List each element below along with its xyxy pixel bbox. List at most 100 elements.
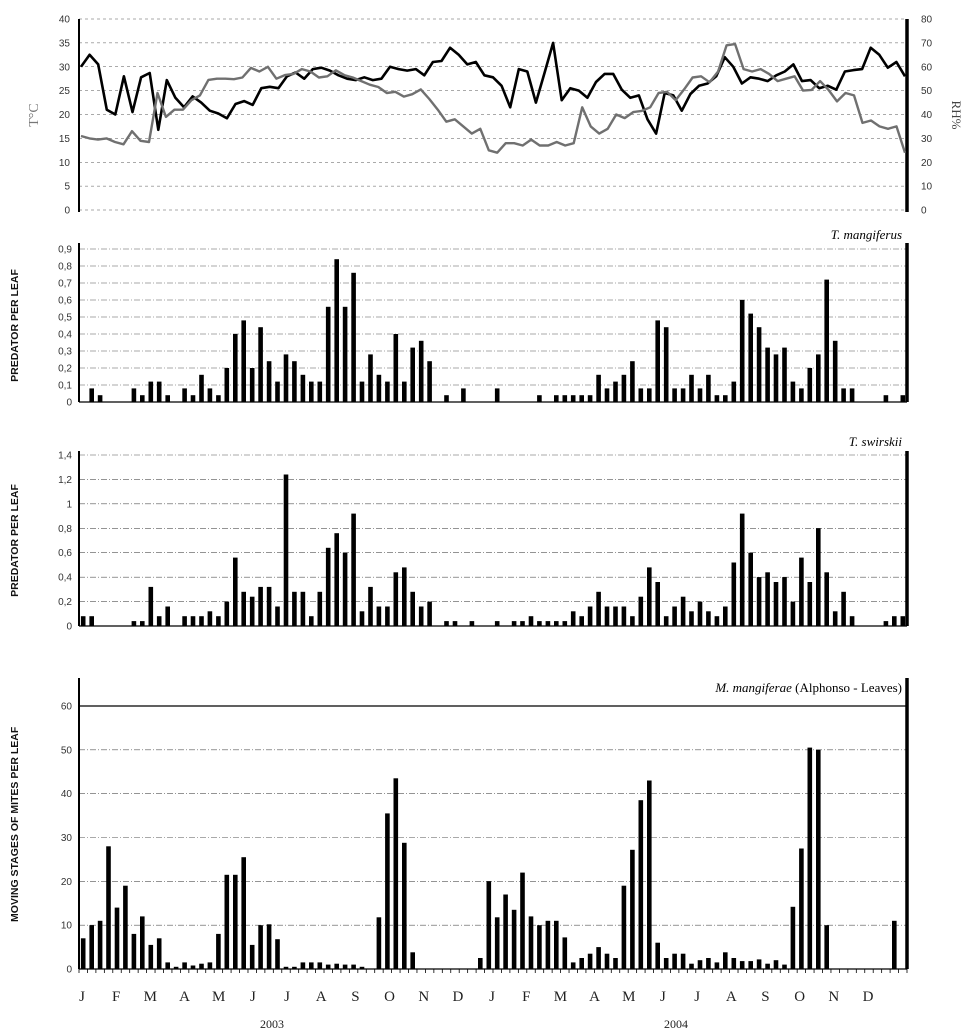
y-tick-label-left: 35 [59, 38, 71, 49]
y-tick-label: 0,6 [58, 548, 72, 559]
bar [258, 586, 263, 626]
bar [647, 780, 652, 969]
bar [723, 952, 728, 969]
y-axis-label: MOVING STAGES OF MITES PER LEAF [9, 726, 21, 922]
bar [579, 958, 584, 969]
bar [368, 586, 373, 626]
bar [249, 944, 255, 969]
bar [570, 611, 576, 626]
bar [731, 562, 737, 626]
bar [309, 616, 314, 626]
bar [799, 388, 804, 402]
x-tick-label-month: S [351, 989, 359, 1005]
bar [182, 388, 187, 402]
y-tick-label-right: 0 [921, 206, 927, 217]
y-tick-label-right: 30 [921, 134, 933, 145]
bar [97, 395, 103, 402]
y-tick-label: 1 [66, 499, 72, 510]
bar [604, 953, 610, 969]
x-tick-label-month: M [622, 989, 635, 1005]
bar [190, 965, 196, 969]
bar [207, 611, 213, 626]
bar [537, 395, 542, 402]
y-tick-label-left: 40 [59, 15, 71, 26]
x-tick-label-month: J [694, 989, 700, 1005]
bar [537, 621, 542, 626]
bar [275, 939, 280, 969]
bar [148, 586, 154, 626]
y-tick-label-left: 0 [64, 206, 70, 217]
bar [165, 606, 170, 626]
bar [900, 616, 906, 626]
bar [773, 960, 779, 969]
bar [216, 395, 221, 402]
bar [199, 963, 204, 969]
bar [461, 388, 466, 402]
bar [478, 958, 483, 969]
bar [613, 958, 618, 969]
bar [511, 909, 517, 969]
x-tick-label-month: M [144, 989, 157, 1005]
bar [824, 925, 829, 969]
year-label: 2003 [260, 1017, 284, 1031]
y-tick-label: 0,8 [58, 524, 72, 535]
bar [325, 306, 331, 402]
bar [300, 591, 306, 626]
bar [300, 962, 306, 969]
y-tick-label: 40 [61, 789, 73, 800]
bar [427, 361, 432, 402]
bar [562, 937, 568, 969]
bar [131, 621, 137, 626]
bar [596, 374, 601, 402]
bar [697, 601, 703, 626]
bar [156, 938, 162, 969]
bar [528, 916, 534, 969]
y-tick-label-left: 10 [59, 158, 71, 169]
bar [689, 963, 694, 969]
bar [883, 395, 889, 402]
bar [275, 381, 280, 402]
bar [156, 616, 162, 626]
bar [249, 368, 255, 402]
bar [748, 313, 753, 402]
bar [570, 395, 576, 402]
bar [342, 964, 348, 969]
bar [258, 925, 263, 969]
bar [672, 953, 677, 969]
bar [799, 848, 804, 969]
bar [317, 381, 323, 402]
y-tick-label: 0 [66, 398, 72, 409]
y-tick-label: 10 [61, 921, 73, 932]
bar [790, 601, 796, 626]
bar [663, 616, 669, 626]
bar [638, 596, 644, 626]
bar [613, 381, 618, 402]
bar [647, 388, 652, 402]
bar [756, 959, 762, 969]
bar [731, 958, 737, 969]
bar [165, 395, 170, 402]
bar [824, 572, 829, 626]
bar [207, 962, 213, 969]
bar [241, 857, 246, 969]
bar [706, 958, 711, 969]
bar [841, 388, 846, 402]
bar [680, 596, 686, 626]
bar [317, 962, 323, 969]
bar [562, 621, 568, 626]
bar [621, 606, 627, 626]
panel-title-species: M. mangiferae [714, 680, 795, 695]
y-tick-label-right: 20 [921, 158, 933, 169]
bar [224, 874, 230, 969]
x-tick-label-month: A [179, 989, 190, 1005]
bar [596, 591, 601, 626]
bar [410, 952, 415, 969]
y-tick-label: 0,9 [58, 245, 72, 256]
bar [300, 374, 306, 402]
y-tick-label: 0,4 [58, 573, 72, 584]
bar [731, 381, 737, 402]
y-tick-label-left: 25 [59, 86, 71, 97]
bar [334, 533, 339, 626]
bar [630, 361, 635, 402]
y-tick-label: 0,4 [58, 330, 72, 341]
